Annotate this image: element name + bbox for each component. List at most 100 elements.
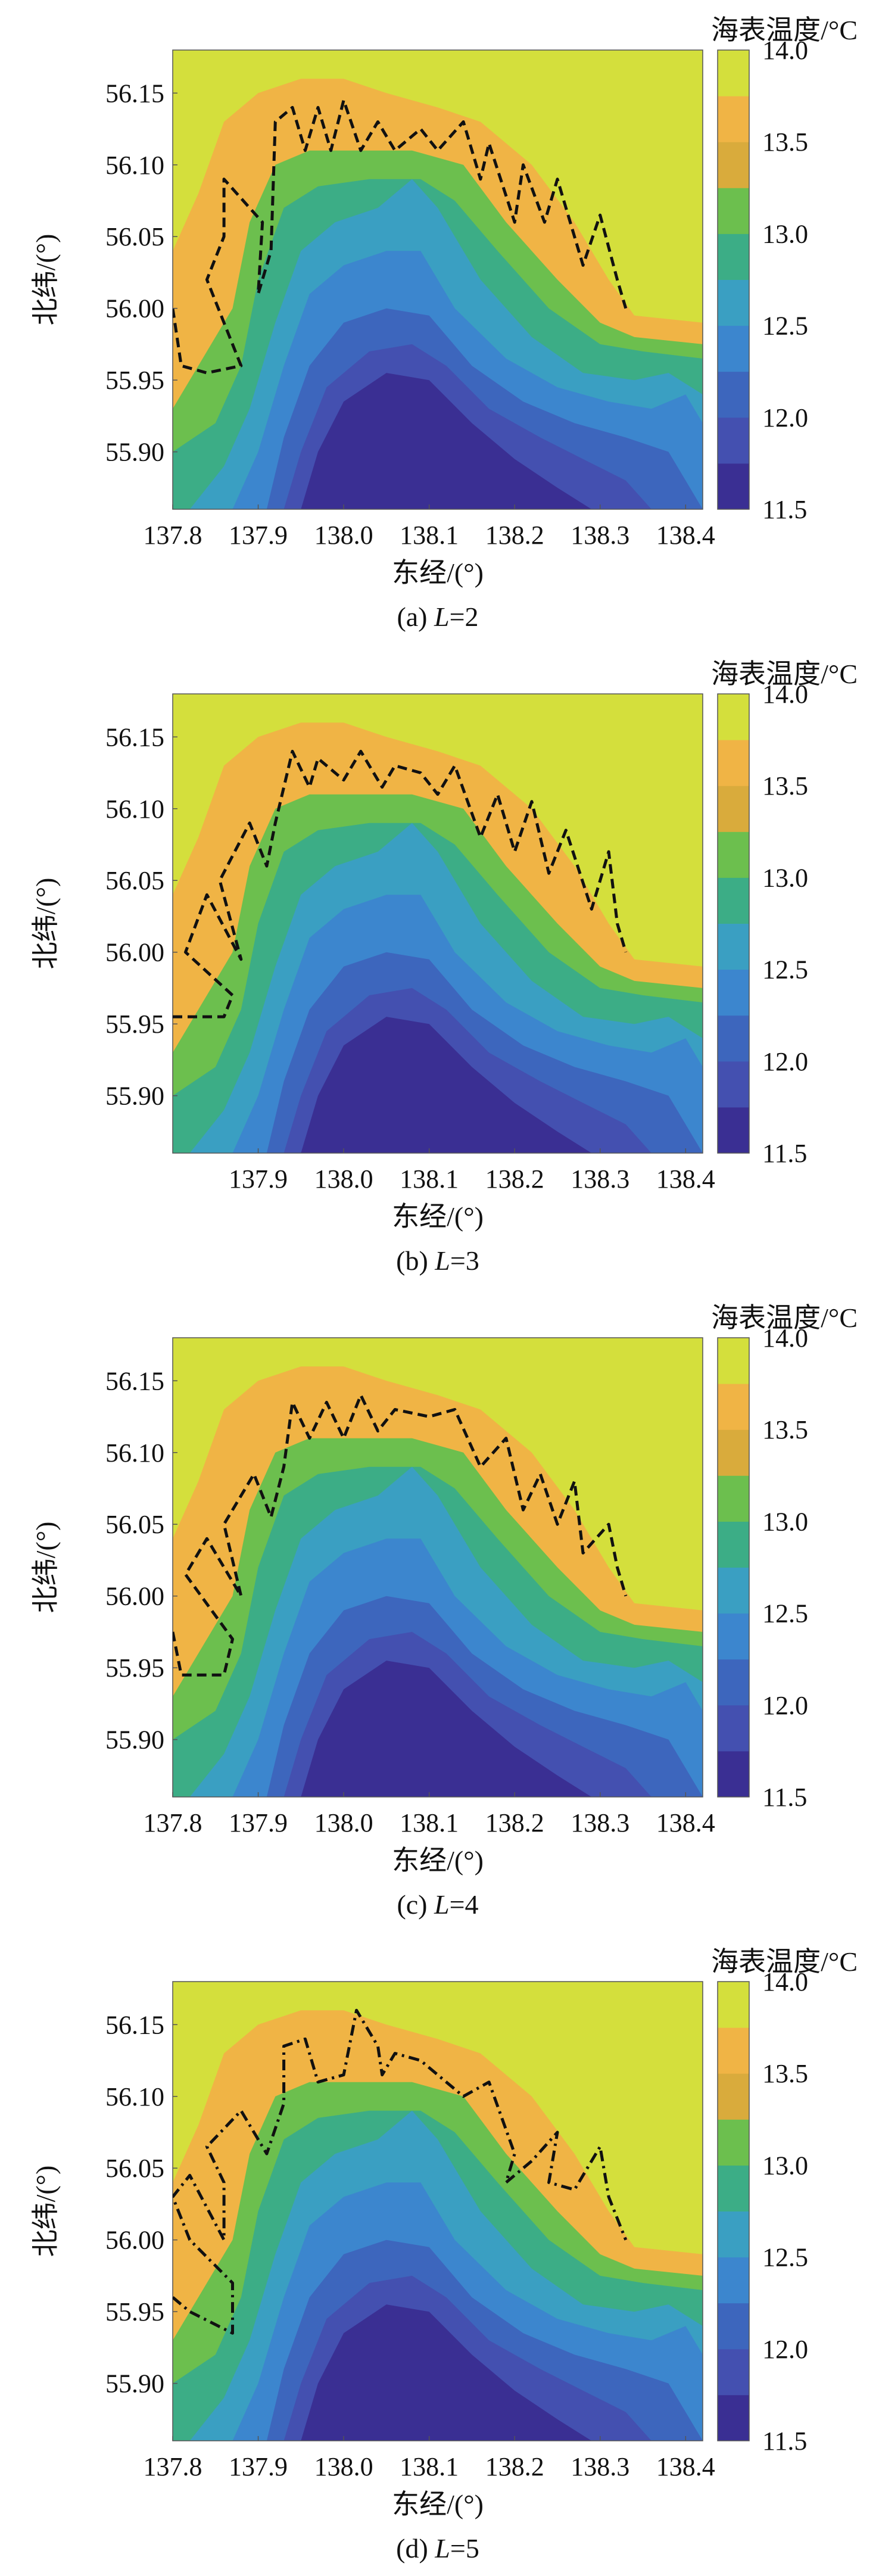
- sst-field: [173, 1338, 703, 1797]
- sst-field: [173, 694, 703, 1153]
- colorbar-segment: [718, 2303, 749, 2350]
- y-axis-label: 北纬/(°): [30, 1522, 61, 1613]
- colorbar-tick-label: 12.0: [762, 2335, 808, 2364]
- colorbar-segment: [718, 1384, 749, 1430]
- y-tick-label: 56.15: [105, 1366, 164, 1396]
- panel-caption: (a) L=2: [397, 602, 478, 632]
- y-tick-label: 56.00: [105, 1582, 164, 1611]
- ocean-front-line: [173, 2008, 628, 2335]
- colorbar-tick-label: 12.0: [762, 403, 808, 432]
- colorbar-segment: [718, 188, 749, 234]
- y-tick-label: 56.15: [105, 2010, 164, 2039]
- colorbar-segment: [718, 2119, 749, 2166]
- colorbar-segment: [718, 1613, 749, 1660]
- caption-variable: L: [434, 1889, 450, 1920]
- panel-caption: (c) L=4: [397, 1889, 478, 1920]
- x-tick-label: 138.0: [314, 1164, 373, 1194]
- x-tick-label: 138.4: [656, 1808, 715, 1837]
- colorbar-segment: [718, 1338, 749, 1384]
- x-tick-label: 138.3: [571, 1808, 629, 1837]
- y-tick-label: 55.90: [105, 438, 164, 467]
- x-tick-label: 138.1: [400, 521, 459, 550]
- colorbar-tick-label: 14.0: [762, 680, 808, 709]
- y-tick-label: 56.15: [105, 79, 164, 108]
- x-axis-label: 东经/(°): [392, 557, 484, 588]
- caption-variable: L: [434, 1245, 450, 1276]
- sst-field: [173, 1982, 703, 2441]
- colorbar-tick-label: 12.5: [762, 312, 808, 341]
- colorbar-segment: [718, 371, 749, 418]
- colorbar-title: 海表温度/°C: [711, 15, 858, 45]
- sst-field: [173, 50, 703, 509]
- x-tick-label: 138.1: [400, 1808, 459, 1837]
- x-tick-label: 137.9: [229, 1164, 288, 1194]
- x-tick-label: 137.8: [144, 2452, 202, 2481]
- x-tick-label: 138.2: [485, 1808, 544, 1837]
- colorbar-segment: [718, 2211, 749, 2258]
- x-tick-label: 138.4: [656, 521, 715, 550]
- colorbar-tick-label: 14.0: [762, 1967, 808, 1996]
- y-tick-label: 56.05: [105, 866, 164, 895]
- colorbar-segment: [718, 740, 749, 786]
- panel-c-svg: 137.8 137.9 138.0 138.1 138.2 138.3 138.4 56.15…: [30, 1303, 858, 1920]
- colorbar-segment: [718, 2257, 749, 2304]
- y-tick-label: 55.95: [105, 1653, 164, 1683]
- colorbar-tick-label: 13.0: [762, 863, 808, 892]
- x-tick-label: 137.9: [229, 2452, 288, 2481]
- colorbar-tick-label: 12.5: [762, 2243, 808, 2272]
- caption-value: =3: [450, 1245, 479, 1276]
- colorbar-segment: [718, 325, 749, 372]
- colorbar-title: 海表温度/°C: [711, 1303, 858, 1333]
- colorbar-segment: [718, 786, 749, 832]
- y-tick-label: 56.00: [105, 294, 164, 323]
- x-tick-label: 137.8: [144, 1808, 202, 1837]
- colorbar-segment: [718, 279, 749, 326]
- panel-caption: (d) L=5: [396, 2533, 479, 2563]
- x-tick-label: 138.3: [571, 2452, 629, 2481]
- colorbar-tick-label: 12.5: [762, 1599, 808, 1628]
- colorbar-tick-label: 14.0: [762, 36, 808, 65]
- colorbar-tick-label: 13.0: [762, 1507, 808, 1536]
- y-tick-label: 56.00: [105, 938, 164, 967]
- x-tick-label: 138.0: [314, 521, 373, 550]
- x-axis-label: 东经/(°): [392, 1845, 484, 1876]
- colorbar-segment: [718, 1750, 749, 1798]
- colorbar-segment: [718, 2165, 749, 2211]
- colorbar-segment: [718, 1705, 749, 1752]
- y-tick-label: 56.15: [105, 722, 164, 752]
- caption-prefix: (a): [397, 602, 434, 632]
- colorbar-segment: [718, 1429, 749, 1476]
- y-axis-label: 北纬/(°): [30, 2166, 61, 2257]
- colorbar-frame: [717, 1337, 750, 1798]
- sst-band-11.5: [301, 373, 592, 509]
- caption-variable: L: [434, 602, 450, 632]
- colorbar-segment: [718, 1015, 749, 1062]
- colorbar-tick-label: 13.0: [762, 219, 808, 248]
- y-tick-label: 56.05: [105, 222, 164, 251]
- y-tick-label: 55.90: [105, 1725, 164, 1755]
- colorbar-tick-label: 12.0: [762, 1047, 808, 1076]
- colorbar-segment: [718, 2073, 749, 2120]
- colorbar-tick-label: 14.0: [762, 1323, 808, 1353]
- colorbar-segment: [718, 2394, 749, 2441]
- y-tick-label: 55.95: [105, 366, 164, 395]
- colorbar-title: 海表温度/°C: [711, 659, 858, 689]
- x-axis-label: 东经/(°): [392, 2489, 484, 2519]
- panel-b-svg: 137.9 138.0 138.1 138.2 138.3 138.4 56.15 56.10…: [30, 659, 858, 1276]
- colorbar-segment: [718, 831, 749, 878]
- y-axis-label: 北纬/(°): [30, 878, 61, 970]
- colorbar-segment: [718, 142, 749, 188]
- ocean-front-line: [173, 749, 628, 1018]
- y-tick-label: 55.90: [105, 1082, 164, 1111]
- caption-prefix: (c): [397, 1889, 434, 1920]
- colorbar-segment: [718, 923, 749, 970]
- y-tick-label: 56.10: [105, 151, 164, 180]
- colorbar-frame: [717, 693, 750, 1154]
- y-tick-label: 56.05: [105, 2154, 164, 2183]
- x-tick-label: 138.2: [485, 2452, 544, 2481]
- caption-value: =4: [450, 1889, 479, 1920]
- colorbar-segment: [718, 969, 749, 1016]
- y-tick-label: 56.00: [105, 2226, 164, 2255]
- x-tick-label: 138.1: [400, 1164, 459, 1194]
